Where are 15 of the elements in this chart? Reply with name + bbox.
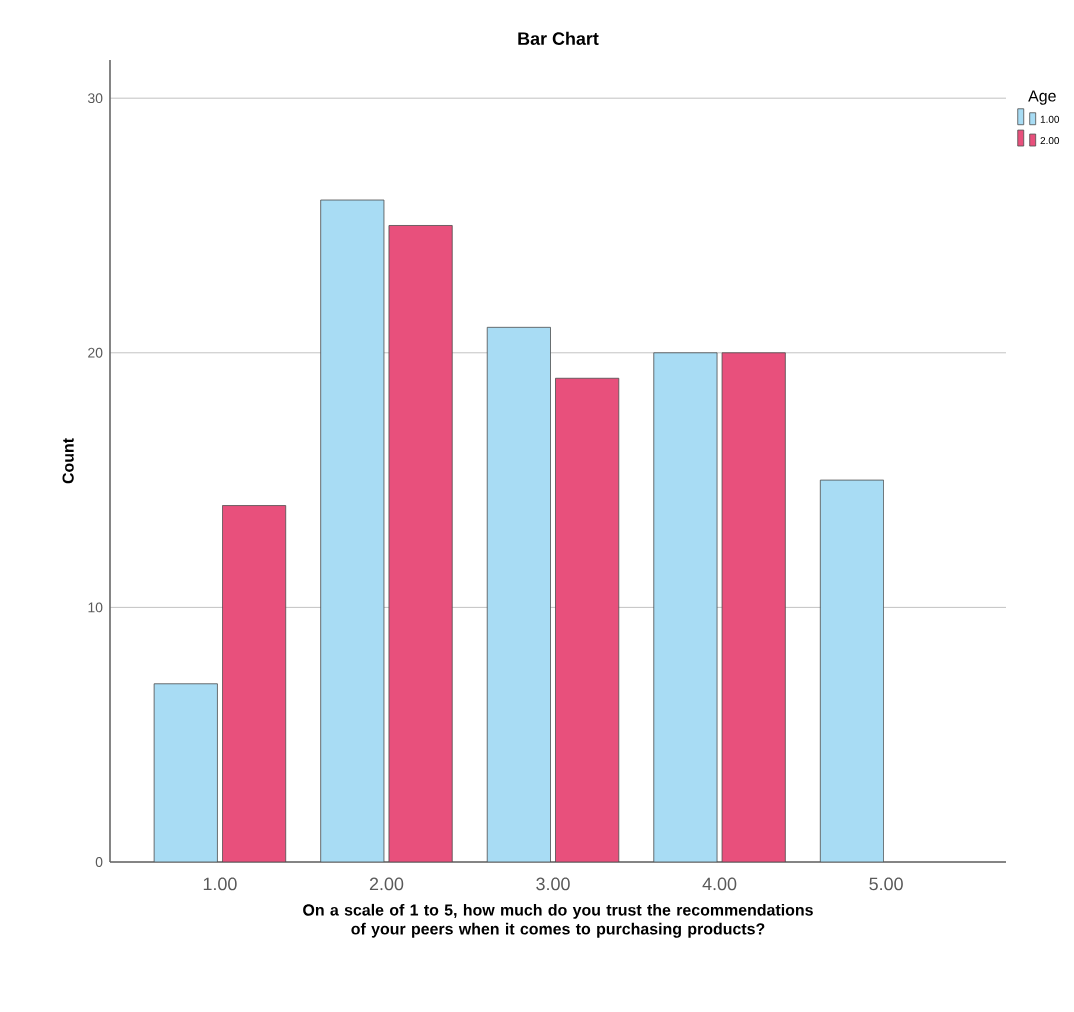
bar	[555, 377, 620, 862]
x-tick-label: 5.00	[869, 877, 903, 891]
x-tick-label: 1.00	[203, 877, 237, 891]
bar	[653, 352, 718, 862]
chart-title: Bar Chart	[518, 31, 599, 45]
bar	[153, 683, 218, 862]
x-tick-label: 2.00	[369, 877, 404, 891]
bar	[320, 199, 385, 862]
x-tick-label: 3.00	[536, 877, 570, 891]
bar	[721, 352, 786, 862]
bar	[486, 326, 551, 862]
bar	[819, 479, 884, 862]
bar	[222, 505, 287, 862]
bar	[388, 225, 453, 862]
x-tick-label: 4.00	[702, 877, 737, 891]
